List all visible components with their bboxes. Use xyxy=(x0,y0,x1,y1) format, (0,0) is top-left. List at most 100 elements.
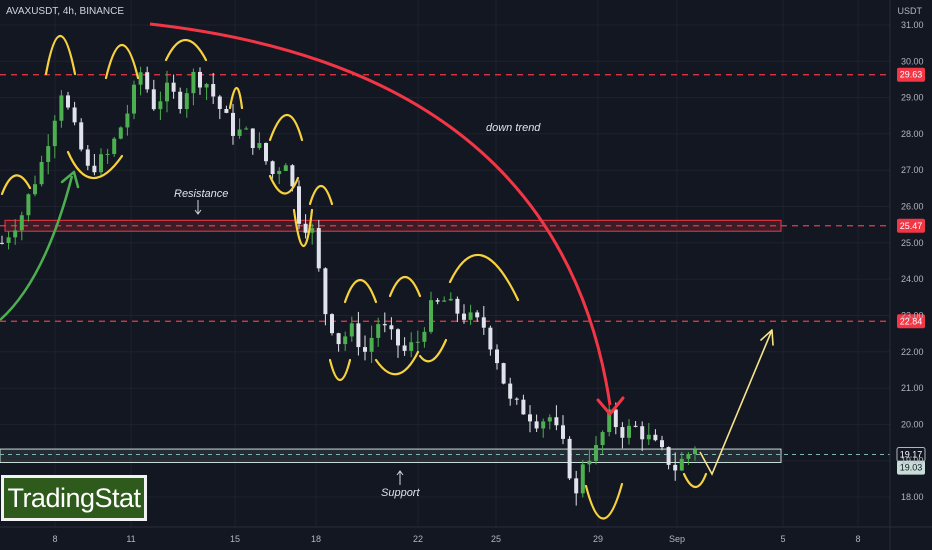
candle-body xyxy=(0,242,4,244)
candle-body xyxy=(666,447,671,465)
candle-body xyxy=(303,223,308,233)
x-tick-label: 11 xyxy=(126,534,135,544)
candle-body xyxy=(693,449,697,455)
candle-body xyxy=(481,317,486,328)
candle-body xyxy=(52,120,57,147)
symbol-title[interactable]: AVAXUSDT, 4h, BINANCE xyxy=(6,6,124,17)
wave-mark xyxy=(164,39,208,62)
candle-body xyxy=(59,95,64,121)
y-tick-label: 27.00 xyxy=(901,165,924,175)
candle-body xyxy=(99,154,103,173)
down-trend-annotation: down trend xyxy=(486,122,541,134)
candle-body xyxy=(72,107,77,123)
candle-body xyxy=(673,464,678,471)
candle-body xyxy=(191,71,196,94)
currency-label: USDT xyxy=(897,6,923,16)
candle-body xyxy=(46,146,51,162)
candle-body xyxy=(112,138,117,155)
support-price-label: 19.03 xyxy=(900,463,923,473)
candle-body xyxy=(165,82,169,102)
candle-body xyxy=(415,341,420,343)
candle-body xyxy=(455,298,460,314)
y-tick-label: 20.00 xyxy=(901,419,924,429)
y-tick-label: 25.00 xyxy=(901,238,924,248)
rise-arrowhead xyxy=(60,170,80,189)
candle-body xyxy=(19,215,24,231)
candle-body xyxy=(290,165,295,187)
down-trend-arrowhead xyxy=(596,396,625,416)
candle-body xyxy=(488,327,493,350)
wave-mark xyxy=(0,174,32,196)
candle-body xyxy=(184,93,189,109)
x-tick-label: 29 xyxy=(593,534,603,544)
current-price-label: 19.17 xyxy=(900,450,923,460)
candle-body xyxy=(574,478,579,494)
candle-body xyxy=(640,426,645,440)
candle-body xyxy=(92,165,97,173)
candle-body xyxy=(580,464,585,494)
y-tick-label: 19.00 xyxy=(901,456,924,466)
rise-arrow xyxy=(0,175,74,321)
x-tick-label: 22 xyxy=(413,534,423,544)
wave-mark xyxy=(44,35,77,76)
candle-body xyxy=(231,112,235,136)
candle-body xyxy=(204,84,209,88)
candle-body xyxy=(594,445,598,461)
candle-body xyxy=(211,84,216,97)
wave-mark xyxy=(374,350,420,376)
candle-body xyxy=(297,186,301,224)
candle-body xyxy=(528,414,532,422)
candle-body xyxy=(554,417,559,426)
candle-body xyxy=(679,458,684,471)
candle-body xyxy=(132,84,136,114)
x-tick-label: 18 xyxy=(311,534,321,544)
candle-body xyxy=(501,363,506,384)
support-price-badge xyxy=(897,460,925,475)
y-tick-label: 30.00 xyxy=(901,56,924,66)
candle-body xyxy=(382,324,387,326)
candle-body xyxy=(567,438,572,479)
candle-body xyxy=(561,425,565,439)
candle-body xyxy=(607,409,612,433)
candle-body xyxy=(85,149,90,166)
candle-body xyxy=(514,398,519,400)
candle-body xyxy=(613,409,618,428)
candle-body xyxy=(118,127,123,139)
candle-body xyxy=(79,122,84,150)
candle-body xyxy=(600,432,605,446)
candle-body xyxy=(316,228,321,269)
price-level-label: 22.84 xyxy=(900,316,923,326)
support-annotation: Support xyxy=(381,487,420,499)
candle-body xyxy=(6,237,11,243)
candle-body xyxy=(396,329,400,346)
candle-body xyxy=(633,425,638,427)
candle-body xyxy=(646,434,651,440)
candle-body xyxy=(178,91,183,109)
y-tick-label: 24.00 xyxy=(901,274,924,284)
candle-body xyxy=(422,331,427,342)
brand-logo: TradingStat xyxy=(1,475,147,521)
candle-body xyxy=(389,325,394,330)
candle-body xyxy=(442,300,447,302)
wave-mark xyxy=(66,150,124,180)
y-tick-label: 22.00 xyxy=(901,347,924,357)
candle-body xyxy=(336,333,341,345)
candle-body xyxy=(39,161,44,185)
candle-body xyxy=(475,312,480,318)
price-level-label: 25.47 xyxy=(900,221,923,231)
candle-body xyxy=(250,128,255,148)
wave-mark xyxy=(328,358,352,382)
candle-body xyxy=(277,170,282,175)
y-tick-label: 26.00 xyxy=(901,202,924,212)
candle-body xyxy=(402,345,407,351)
candle-body xyxy=(151,89,156,110)
candle-body xyxy=(138,72,143,85)
candle-body xyxy=(283,165,288,171)
candle-body xyxy=(660,440,664,448)
candle-body xyxy=(409,342,414,351)
support-zone xyxy=(0,448,782,464)
candle-body xyxy=(237,129,242,136)
wave-mark xyxy=(584,482,624,520)
candle-body xyxy=(356,323,361,348)
